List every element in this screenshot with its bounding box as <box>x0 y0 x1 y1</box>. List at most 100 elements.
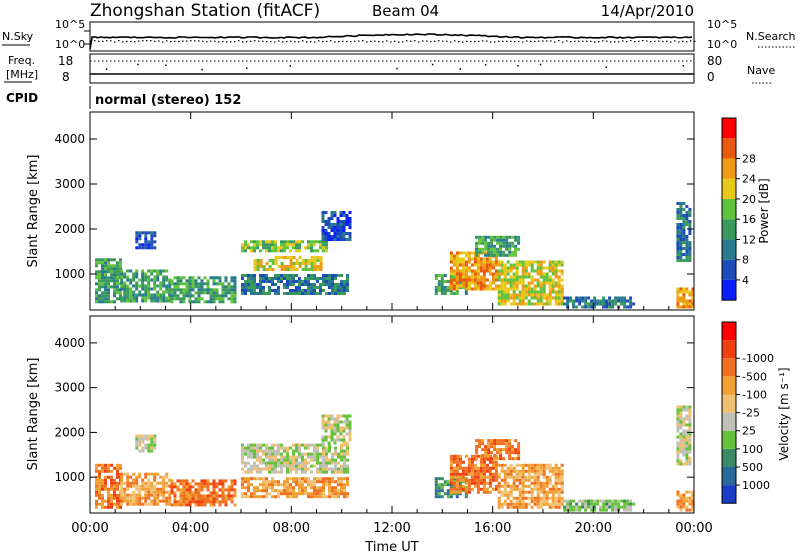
nave-tick-high: 80 <box>707 54 722 68</box>
velocity-colorbar-tick-4: -25 <box>742 407 760 420</box>
power-colorbar-tick-2: 12 <box>742 233 756 246</box>
power-ytick-label-3: 4000 <box>54 132 85 146</box>
sky-search-panel: N.Sky 10^5 10^0 10^5 10^0 N.Search <box>2 18 796 52</box>
power-region-10 <box>475 235 521 257</box>
velocity-colorbar-tick-5: -100 <box>742 388 767 401</box>
freq-tick-low: 8 <box>62 70 70 84</box>
velocity-colorbar-label: Velocity [m s⁻¹] <box>777 367 791 460</box>
power-colorbar-tick-4: 20 <box>742 193 756 206</box>
power-panel: 1000 2000 3000 4000 Slant Range [km] 4 8 12 16… <box>26 111 771 311</box>
time-axis-label: Time UT <box>364 540 418 554</box>
velocity-region-4 <box>241 443 349 474</box>
freq-unit-label: [MHz] <box>6 68 38 81</box>
sky-tick-high: 10^5 <box>55 18 85 31</box>
power-y-ticks: 1000 2000 3000 4000 <box>54 132 694 281</box>
power-region-9 <box>449 251 498 291</box>
power-colorbar-label: Power [dB] <box>757 178 771 243</box>
power-colorbar-segment-3 <box>722 219 736 240</box>
velocity-colorbar-segment-6 <box>722 376 736 395</box>
velocity-colorbar-tick-1: 500 <box>742 461 763 474</box>
nave-tick-low: 0 <box>707 70 715 84</box>
date-label: 14/Apr/2010 <box>601 2 694 20</box>
velocity-region-6 <box>321 414 352 445</box>
power-region-3 <box>135 231 157 250</box>
velocity-y-axis-label: Slant Range [km] <box>26 358 41 471</box>
n-sky-trace <box>89 33 696 50</box>
time-tick-label-5: 20:00 <box>575 521 612 536</box>
power-ytick-label-0: 1000 <box>54 267 85 281</box>
velocity-heatmap <box>95 405 695 512</box>
cpid-label: CPID <box>6 91 38 105</box>
velocity-region-8 <box>449 454 498 494</box>
velocity-region-12 <box>676 490 695 512</box>
velocity-region-5 <box>241 477 349 499</box>
cpid-value: normal (stereo) 152 <box>95 93 241 108</box>
velocity-region-2 <box>170 479 237 507</box>
cpid-strip: CPID normal (stereo) 152 <box>6 86 241 109</box>
power-region-1 <box>120 269 172 303</box>
velocity-region-1 <box>120 472 172 506</box>
time-axis-ticks: 00:00 04:00 08:00 12:00 16:00 20:00 00:00 <box>71 112 713 536</box>
power-ytick-label-1: 2000 <box>54 222 85 236</box>
power-region-7 <box>321 211 352 241</box>
velocity-colorbar-tick-3: 25 <box>742 425 756 438</box>
velocity-colorbar-tick-6: -500 <box>742 370 767 383</box>
power-heatmap <box>95 202 695 309</box>
velocity-colorbar-segment-9 <box>722 322 736 341</box>
time-tick-label-1: 04:00 <box>172 521 209 536</box>
velocity-region-13 <box>676 405 692 466</box>
station-title: Zhongshan Station (fitACF) <box>90 1 320 21</box>
nave-label: Nave <box>747 64 775 77</box>
power-region-11 <box>497 260 564 306</box>
n-search-label: N.Search <box>746 30 796 43</box>
velocity-region-11 <box>563 499 636 512</box>
power-colorbar-segment-7 <box>722 138 736 159</box>
velocity-colorbar-segment-0 <box>722 485 736 504</box>
sky-tick-low: 10^0 <box>55 38 85 51</box>
n-sky-label: N.Sky <box>2 30 34 43</box>
power-colorbar-segment-5 <box>722 178 736 199</box>
power-colorbar-tick-1: 8 <box>742 254 749 267</box>
freq-nave-panel: Freq. [MHz] 18 8 80 0 Nave <box>4 53 775 84</box>
power-y-axis-label: Slant Range [km] <box>26 155 41 268</box>
velocity-colorbar-tick-2: 100 <box>742 443 763 456</box>
power-region-2 <box>170 276 237 304</box>
beam-label: Beam 04 <box>372 2 439 20</box>
velocity-y-ticks: 1000 2000 3000 4000 <box>54 336 694 484</box>
power-colorbar-segment-6 <box>722 158 736 179</box>
velocity-colorbar: 1000 500 100 25 -25 -100 -500 -1000 <box>721 321 774 504</box>
velocity-colorbar-tick-0: 1000 <box>742 479 770 492</box>
power-colorbar-segment-1 <box>722 259 736 280</box>
velocity-colorbar-segment-7 <box>722 358 736 377</box>
power-colorbar-segment-4 <box>722 198 736 220</box>
velocity-colorbar-segment-1 <box>722 466 736 486</box>
velocity-ytick-label-3: 4000 <box>54 336 85 350</box>
power-region-14 <box>676 202 692 262</box>
search-tick-low: 10^0 <box>707 38 737 51</box>
velocity-region-9 <box>475 439 521 461</box>
time-tick-label-3: 12:00 <box>373 521 410 536</box>
power-region-13 <box>676 287 695 309</box>
power-colorbar-segment-0 <box>722 279 736 301</box>
power-region-12 <box>563 296 636 309</box>
velocity-region-0 <box>95 463 122 509</box>
velocity-colorbar-segment-4 <box>722 412 736 431</box>
power-ytick-label-2: 3000 <box>54 177 85 191</box>
time-tick-label-0: 00:00 <box>71 521 108 536</box>
power-region-6 <box>241 274 349 295</box>
power-colorbar-tick-0: 4 <box>742 274 749 287</box>
velocity-ytick-label-2: 3000 <box>54 381 85 395</box>
power-colorbar-segment-2 <box>722 239 736 260</box>
velocity-ytick-label-1: 2000 <box>54 425 85 439</box>
power-colorbar: 4 8 12 16 20 24 28 <box>721 117 756 301</box>
power-region-5 <box>253 256 323 271</box>
velocity-colorbar-tick-7: -1000 <box>742 352 774 365</box>
velocity-colorbar-segment-5 <box>722 394 736 413</box>
power-region-4 <box>241 240 328 253</box>
freq-label: Freq. <box>8 54 35 67</box>
power-colorbar-tick-6: 28 <box>742 152 756 165</box>
time-tick-label-6: 00:00 <box>675 521 712 536</box>
power-colorbar-segment-8 <box>722 118 736 139</box>
velocity-panel: 1000 2000 3000 4000 Slant Range [km] 1000 50… <box>26 315 791 514</box>
